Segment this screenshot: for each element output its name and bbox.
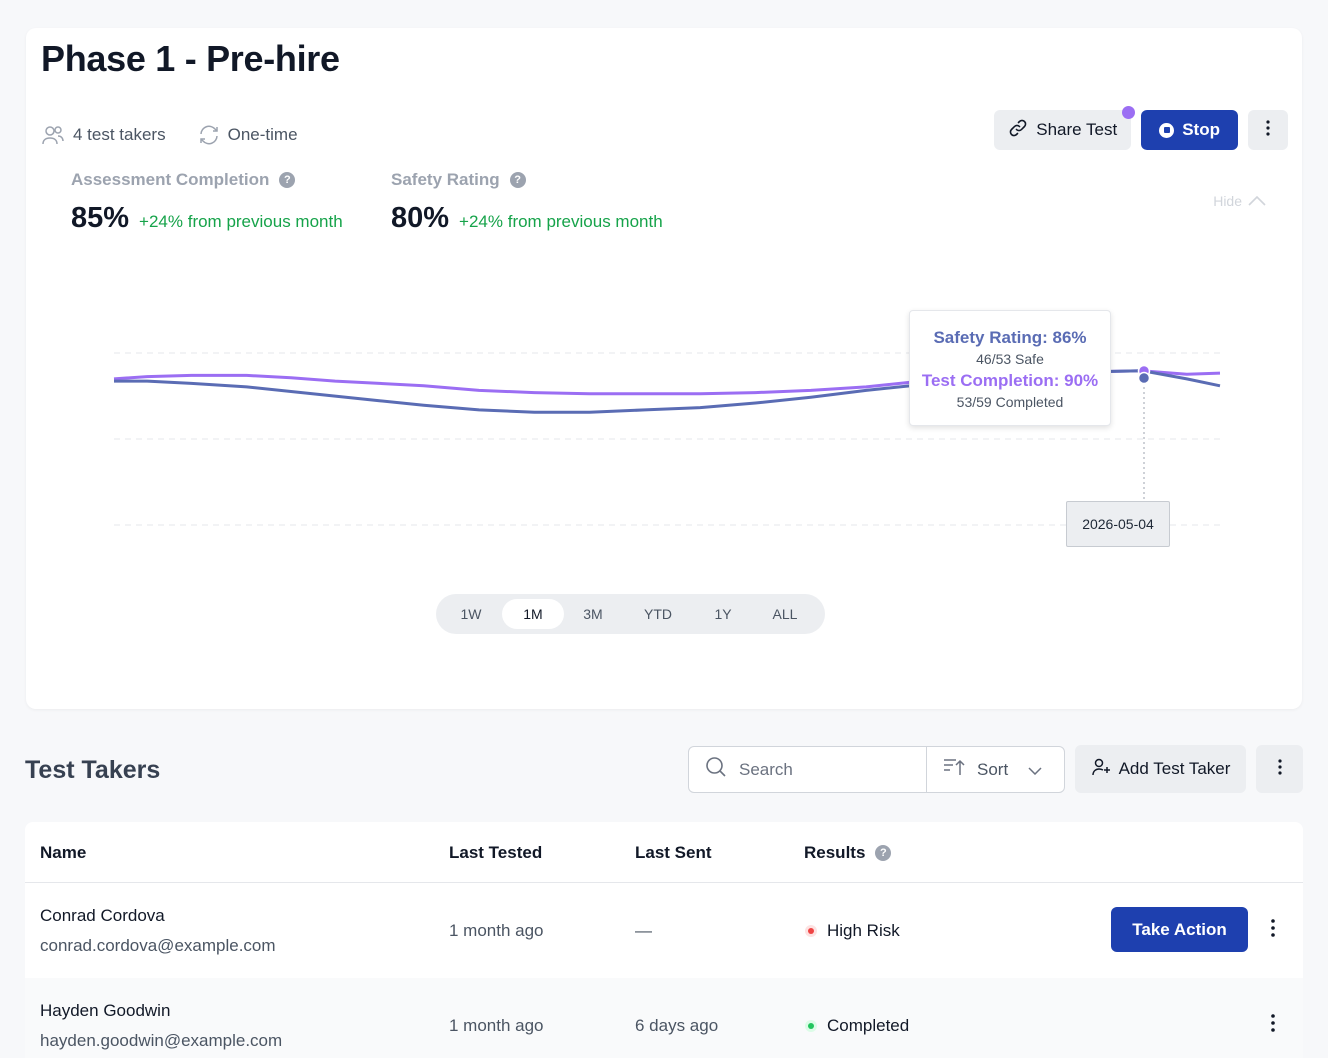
- range-tab-1w[interactable]: 1W: [460, 606, 482, 622]
- chevron-up-icon: [1248, 193, 1266, 209]
- status-dot: [805, 925, 817, 937]
- kebab-icon: [1271, 918, 1275, 942]
- help-icon[interactable]: ?: [279, 172, 296, 188]
- last-tested: 1 month ago: [449, 921, 544, 940]
- refresh-icon: [198, 124, 220, 146]
- list-options-button[interactable]: [1256, 745, 1303, 793]
- last-sent: —: [635, 921, 652, 940]
- stop-button[interactable]: Stop: [1141, 110, 1238, 150]
- search-icon: [705, 756, 727, 783]
- stop-icon: [1159, 122, 1175, 138]
- last-sent: 6 days ago: [635, 1016, 719, 1035]
- table-row[interactable]: Conrad Cordova conrad.cordova@example.co…: [25, 883, 1303, 978]
- test-takers-count: 4 test takers: [41, 124, 166, 146]
- share-test-button[interactable]: Share Test: [994, 106, 1136, 150]
- last-tested: 1 month ago: [449, 1016, 544, 1035]
- column-header-results: Results ?: [804, 843, 892, 863]
- chart-tooltip: Safety Rating: 86% 46/53 Safe Test Compl…: [909, 310, 1111, 426]
- stat-label: Assessment Completion: [71, 170, 270, 189]
- row-options-button[interactable]: [1261, 1010, 1285, 1040]
- column-header-last-tested: Last Tested: [449, 843, 543, 862]
- status-badge: Completed: [805, 1016, 909, 1036]
- help-icon[interactable]: ?: [875, 845, 892, 861]
- sort-dropdown[interactable]: Sort: [927, 747, 1064, 792]
- range-tab-3m[interactable]: 3M: [583, 606, 603, 622]
- row-options-button[interactable]: [1261, 915, 1285, 945]
- tooltip-completion-detail: 53/59 Completed: [956, 394, 1064, 410]
- column-header-name: Name: [40, 843, 87, 862]
- kebab-icon: [1277, 758, 1282, 780]
- range-tab-ytd[interactable]: YTD: [644, 606, 672, 622]
- test-actions: Share Test Stop: [994, 106, 1288, 150]
- stat-value: 80%: [391, 202, 450, 234]
- chevron-down-icon: [1028, 760, 1042, 780]
- marker-safety: [1137, 371, 1151, 385]
- tooltip-safety-detail: 46/53 Safe: [976, 351, 1044, 367]
- hide-chart-toggle[interactable]: Hide: [1213, 193, 1266, 209]
- chart-date-label: 2026-05-04: [1066, 501, 1170, 547]
- status-badge: High Risk: [805, 921, 900, 941]
- section-title: Test Takers: [25, 756, 161, 784]
- notification-dot: [1122, 106, 1136, 119]
- tooltip-safety-label: Safety Rating: 86%: [933, 328, 1087, 347]
- tooltip-completion-label: Test Completion: 90%: [921, 371, 1099, 390]
- column-header-last-sent: Last Sent: [635, 843, 712, 862]
- take-action-button[interactable]: Take Action: [1111, 907, 1248, 952]
- taker-email: hayden.goodwin@example.com: [40, 1031, 283, 1050]
- chart-grid: [114, 352, 1220, 526]
- test-takers-table: Name Last Tested Last Sent Results ? Con…: [25, 822, 1303, 1058]
- chart-markers: [1137, 364, 1151, 385]
- kebab-icon: [1271, 1013, 1275, 1037]
- link-icon: [1008, 118, 1028, 143]
- help-icon[interactable]: ?: [509, 172, 526, 188]
- range-selector: 1W 1M 3M YTD 1Y ALL: [436, 594, 825, 634]
- taker-name: Conrad Cordova: [40, 906, 165, 925]
- assessment-completion-stat: Assessment Completion ? 85% +24% from pr…: [71, 170, 343, 235]
- table-row[interactable]: Hayden Goodwin hayden.goodwin@example.co…: [25, 978, 1303, 1058]
- taker-name: Hayden Goodwin: [40, 1001, 171, 1020]
- search-sort-bar: Sort: [688, 746, 1065, 793]
- search-input[interactable]: [739, 759, 909, 780]
- stat-value: 85%: [71, 202, 130, 234]
- table-header: Name Last Tested Last Sent Results ?: [25, 822, 1303, 883]
- sort-icon: [943, 757, 965, 782]
- page-title: Phase 1 - Pre-hire: [41, 38, 340, 79]
- add-test-taker-button[interactable]: Add Test Taker: [1075, 745, 1246, 793]
- kebab-icon: [1266, 119, 1270, 141]
- range-tab-all[interactable]: ALL: [772, 606, 798, 622]
- status-dot: [805, 1020, 817, 1032]
- add-user-icon: [1091, 757, 1111, 782]
- test-frequency: One-time: [198, 124, 298, 146]
- more-options-button[interactable]: [1248, 110, 1288, 150]
- stat-label: Safety Rating: [391, 170, 500, 189]
- users-icon: [41, 124, 65, 146]
- range-tab-1m[interactable]: 1M: [502, 599, 564, 629]
- taker-email: conrad.cordova@example.com: [40, 936, 276, 955]
- range-tab-1y[interactable]: 1Y: [714, 606, 732, 622]
- safety-rating-stat: Safety Rating ? 80% +24% from previous m…: [391, 170, 663, 235]
- test-meta: 4 test takers One-time: [41, 124, 330, 146]
- stat-change: +24% from previous month: [139, 212, 343, 231]
- stat-change: +24% from previous month: [459, 212, 663, 231]
